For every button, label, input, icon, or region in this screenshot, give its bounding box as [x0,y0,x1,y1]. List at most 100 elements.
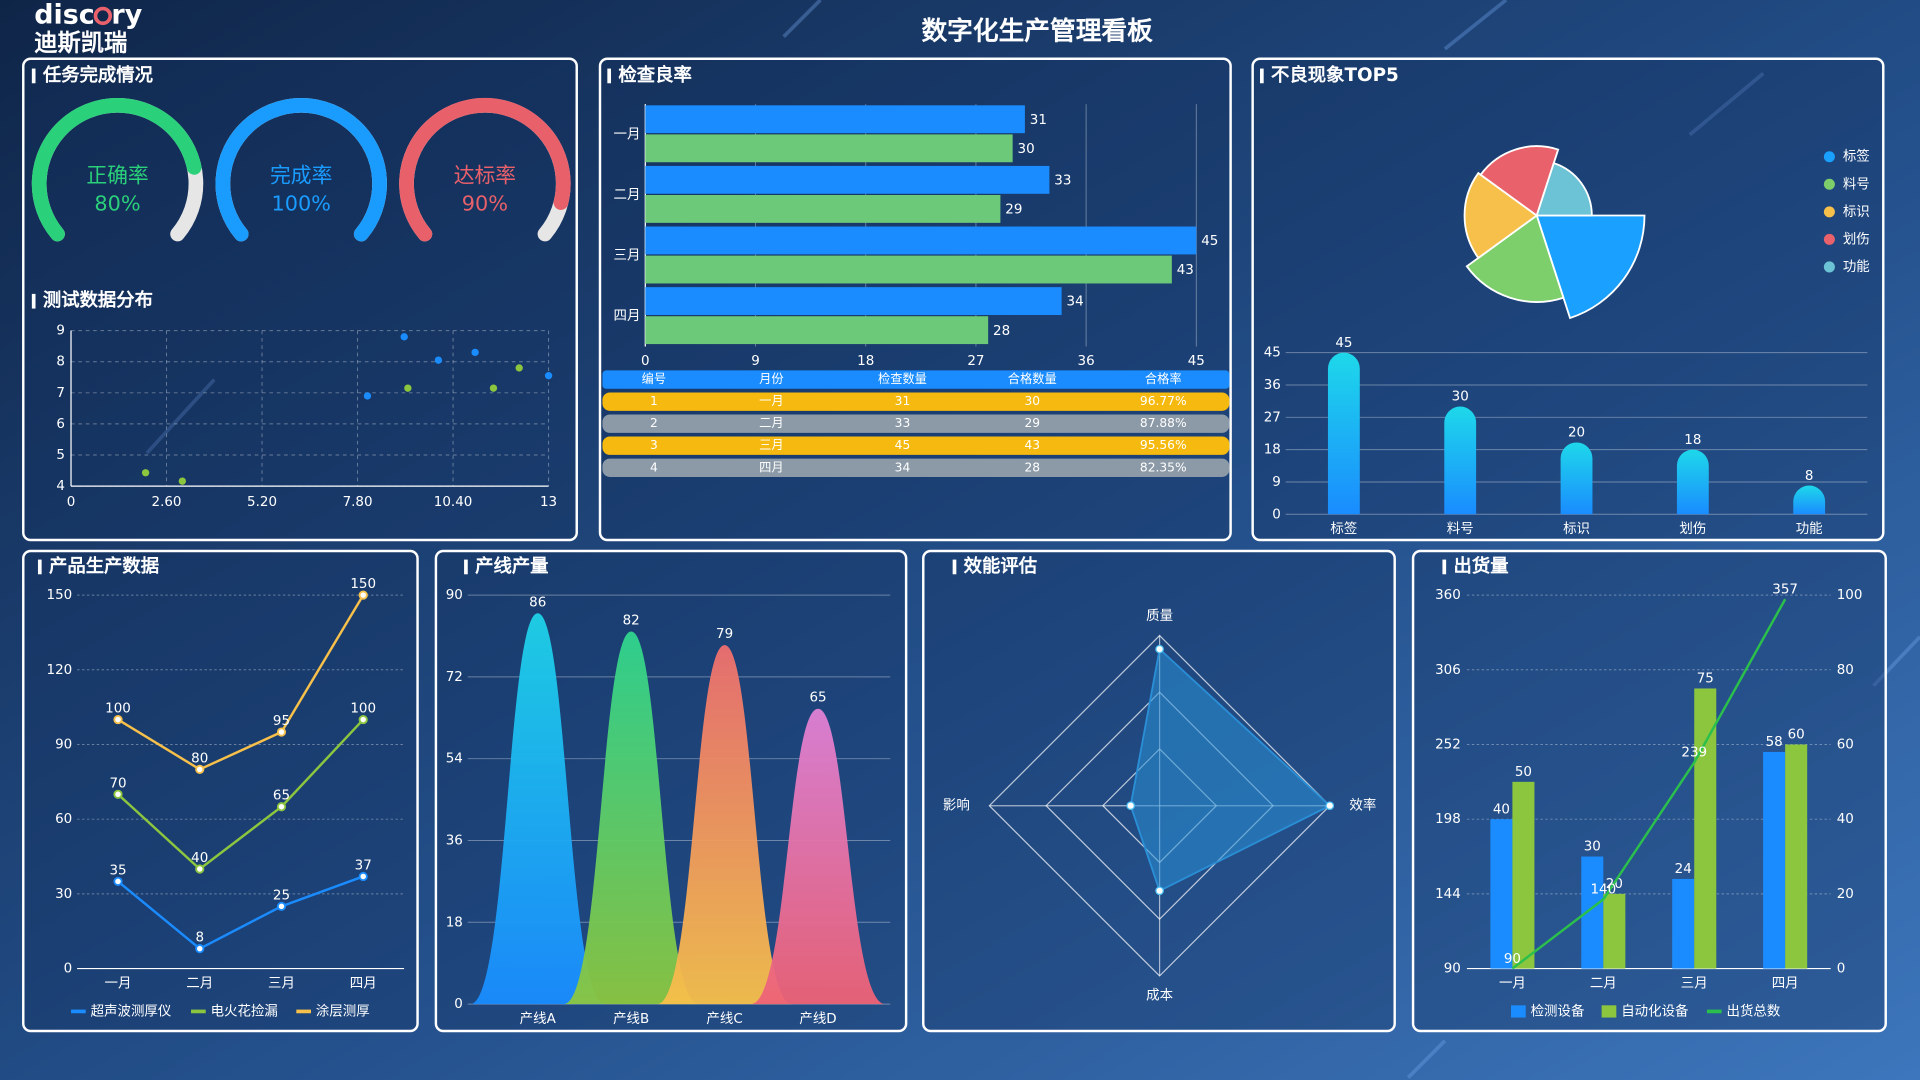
bar [1694,688,1717,969]
y-tick-label: 306 [1435,663,1461,678]
bar-value-label: 86 [529,595,546,610]
logo-icon [93,6,113,26]
table-cell: 45 [895,438,911,452]
table-row [602,436,1230,455]
bar-value-label: 40 [1493,802,1510,817]
y-tick-label: 18 [446,915,463,930]
line-point [358,715,368,725]
title-marker [37,559,42,575]
x-tick-label: 10.40 [434,495,473,510]
peak-bar [563,631,699,1005]
line [117,718,365,871]
bar [1672,878,1695,969]
y-tick-label: 40 [1837,812,1854,827]
point-value-label: 150 [350,577,376,592]
line-point [113,789,123,799]
gauge-value: 80% [94,191,140,215]
panel-title: 检查良率 [618,64,691,86]
bar-value-label: 29 [1005,203,1022,218]
y-tick-label: 120 [47,663,73,678]
bar [1763,751,1786,969]
legend-label: 划伤 [1843,231,1870,247]
x-tick-label: 四月 [350,976,377,991]
table-cell: 31 [895,394,911,408]
bar [1327,352,1360,515]
legend-label: 料号 [1843,176,1870,192]
x-tick-label: 一月 [1499,976,1526,991]
page-title: 数字化生产管理看板 [921,15,1153,46]
line [117,875,364,951]
point-value-label: 40 [191,851,208,866]
peak-bar [750,708,886,1005]
radar-indicator-label: 效率 [1349,797,1376,814]
table-cell: 一月 [759,394,783,408]
point-value-label: 90 [1504,952,1521,967]
x-tick-label: 二月 [186,976,213,991]
y-tick-label: 0 [1272,507,1281,522]
y-tick-label: 0 [454,997,463,1012]
legend-swatch [1823,261,1835,273]
x-tick-label: 9 [751,354,760,369]
y-tick-label: 54 [446,752,463,767]
bar-value-label: 31 [1030,113,1047,128]
x-tick-label: 27 [967,354,984,369]
bar [1444,406,1477,515]
panel [1411,549,1887,1033]
legend-swatch [1823,178,1835,190]
peak-bar [657,645,792,1005]
table-cell: 87.88% [1140,416,1187,430]
gauge-name: 正确率 [86,163,148,187]
table-header-cell: 月份 [759,372,783,386]
panel-title: 效能评估 [964,555,1037,577]
bar-value-label: 50 [1515,765,1532,780]
rose-sector [1465,214,1565,303]
bar [645,255,1172,284]
panel-title: 任务完成情况 [42,64,154,86]
line-point [195,944,205,954]
bar-value-label: 24 [1675,862,1692,877]
x-tick-label: 7.80 [343,495,373,510]
x-tick-label: 产线A [520,1011,557,1027]
y-tick-label: 90 [1444,962,1461,977]
table-cell: 82.35% [1140,460,1187,474]
bar [645,226,1197,255]
y-tick-label: 4 [56,479,65,494]
x-tick-label: 功能 [1796,521,1823,537]
logo-subtitle: 迪斯凯瑞 [34,30,127,57]
bar-value-label: 82 [623,613,640,628]
table-cell: 三月 [759,438,783,452]
point-value-label: 80 [191,751,208,766]
scatter-point [489,384,498,392]
line-point [113,876,123,887]
title-marker [607,68,612,84]
table-cell: 30 [1024,394,1040,408]
legend-swatch [1823,151,1835,163]
legend-label: 标签 [1843,148,1870,165]
radar-point [1126,801,1135,811]
panel-title: 测试数据分布 [43,289,153,311]
table-cell: 2 [650,416,658,430]
line-point [276,901,287,911]
radar-indicator-label: 成本 [1146,988,1173,1004]
legend-label: 标识 [1843,204,1870,220]
line-point [358,590,368,600]
x-tick-label: 2.60 [152,495,182,510]
point-value-label: 65 [273,789,290,804]
bar [1560,442,1593,515]
scatter-point [400,333,408,341]
y-tick-label: 60 [1837,737,1854,752]
x-tick-label: 产线D [799,1011,836,1027]
point-value-label: 239 [1681,746,1707,761]
point-value-label: 95 [273,714,290,729]
scatter-point [515,364,523,372]
legend-label: 检测设备 [1531,1002,1585,1019]
line-point [195,864,205,874]
legend-swatch [1823,206,1835,218]
y-tick-label: 198 [1435,812,1461,827]
legend-label: 出货总数 [1727,1002,1781,1019]
y-tick-label: 90 [55,737,72,752]
bar [645,134,1013,163]
bar [645,287,1062,315]
y-tick-label: 90 [446,588,463,603]
line-point [276,802,287,812]
